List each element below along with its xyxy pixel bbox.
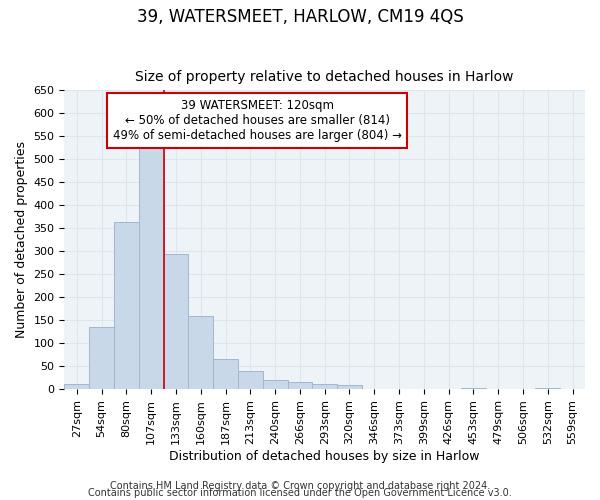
- Bar: [287, 382, 313, 389]
- Bar: [337, 386, 362, 389]
- Bar: [535, 388, 560, 389]
- Bar: [114, 222, 139, 389]
- Bar: [139, 143, 164, 389]
- Bar: [238, 370, 263, 389]
- Bar: [213, 359, 238, 389]
- Text: 39 WATERSMEET: 120sqm
← 50% of detached houses are smaller (814)
49% of semi-det: 39 WATERSMEET: 120sqm ← 50% of detached …: [113, 99, 401, 142]
- Bar: [164, 254, 188, 389]
- Bar: [89, 327, 114, 389]
- Bar: [313, 384, 337, 389]
- Bar: [263, 380, 287, 389]
- Bar: [188, 316, 213, 389]
- Text: 39, WATERSMEET, HARLOW, CM19 4QS: 39, WATERSMEET, HARLOW, CM19 4QS: [137, 8, 463, 26]
- Text: Contains public sector information licensed under the Open Government Licence v3: Contains public sector information licen…: [88, 488, 512, 498]
- Title: Size of property relative to detached houses in Harlow: Size of property relative to detached ho…: [136, 70, 514, 85]
- Bar: [64, 384, 89, 389]
- Y-axis label: Number of detached properties: Number of detached properties: [15, 141, 28, 338]
- X-axis label: Distribution of detached houses by size in Harlow: Distribution of detached houses by size …: [169, 450, 480, 462]
- Bar: [461, 388, 486, 389]
- Text: Contains HM Land Registry data © Crown copyright and database right 2024.: Contains HM Land Registry data © Crown c…: [110, 481, 490, 491]
